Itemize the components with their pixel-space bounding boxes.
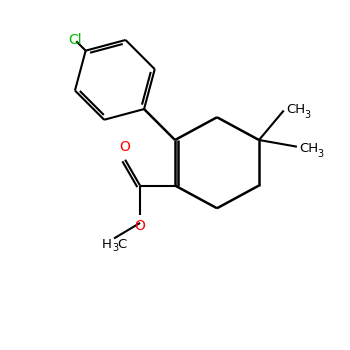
Text: H: H [102, 238, 111, 251]
Text: 3: 3 [304, 110, 310, 120]
Text: Cl: Cl [68, 33, 82, 47]
Text: CH: CH [287, 103, 306, 116]
Text: O: O [134, 219, 146, 233]
Text: 3: 3 [317, 149, 323, 159]
Text: O: O [120, 140, 131, 154]
Text: C: C [118, 238, 127, 251]
Text: CH: CH [300, 142, 319, 155]
Text: 3: 3 [113, 243, 119, 253]
